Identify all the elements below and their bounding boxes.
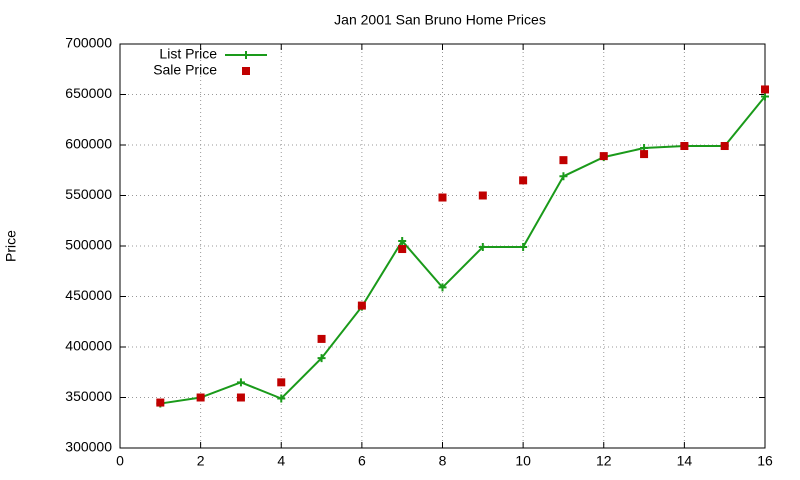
point-marker	[196, 393, 205, 402]
y-tick-label: 350000	[65, 388, 112, 404]
point-marker	[317, 354, 326, 363]
x-tick-label: 16	[757, 453, 773, 469]
y-tick-label: 500000	[65, 237, 112, 253]
x-tick-label: 14	[677, 453, 693, 469]
y-tick-label: 450000	[65, 287, 112, 303]
point-marker	[519, 176, 528, 185]
series-line	[160, 95, 766, 405]
point-marker	[236, 378, 245, 387]
x-tick-label: 4	[277, 453, 285, 469]
y-axis-label: Price	[3, 230, 19, 262]
point-marker	[277, 394, 286, 403]
legend-label: List Price	[159, 46, 217, 62]
plot-frame	[119, 43, 766, 449]
legend-marker	[242, 51, 250, 59]
point-marker	[438, 193, 447, 202]
y-tick-label: 700000	[65, 35, 112, 51]
y-tick-label: 550000	[65, 186, 112, 202]
point-marker	[519, 243, 528, 252]
point-marker	[761, 85, 769, 94]
legend-marker	[242, 67, 250, 75]
y-tick-label: 300000	[65, 439, 112, 455]
y-tick-label: 600000	[65, 136, 112, 152]
point-marker	[478, 191, 487, 200]
point-marker	[438, 283, 447, 292]
point-marker	[317, 334, 326, 343]
point-marker	[156, 398, 165, 407]
point-marker	[236, 393, 245, 402]
x-tick-label: 0	[116, 453, 124, 469]
point-marker	[398, 236, 407, 245]
x-tick-label: 8	[439, 453, 447, 469]
point-marker	[357, 301, 366, 310]
point-marker	[720, 142, 729, 151]
x-tick-label: 2	[197, 453, 205, 469]
point-marker	[599, 152, 608, 161]
chart-title: Jan 2001 San Bruno Home Prices	[334, 12, 546, 28]
x-tick-label: 10	[515, 453, 531, 469]
y-tick-label: 400000	[65, 338, 112, 354]
legend-label: Sale Price	[153, 62, 217, 78]
x-tick-label: 12	[596, 453, 612, 469]
point-marker	[761, 92, 769, 101]
point-marker	[277, 378, 286, 387]
point-marker	[559, 172, 568, 181]
x-tick-label: 6	[358, 453, 366, 469]
y-tick-label: 650000	[65, 85, 112, 101]
point-marker	[640, 150, 649, 159]
point-marker	[559, 156, 568, 165]
point-marker	[680, 142, 689, 151]
point-marker	[398, 245, 407, 254]
point-marker	[478, 243, 487, 252]
